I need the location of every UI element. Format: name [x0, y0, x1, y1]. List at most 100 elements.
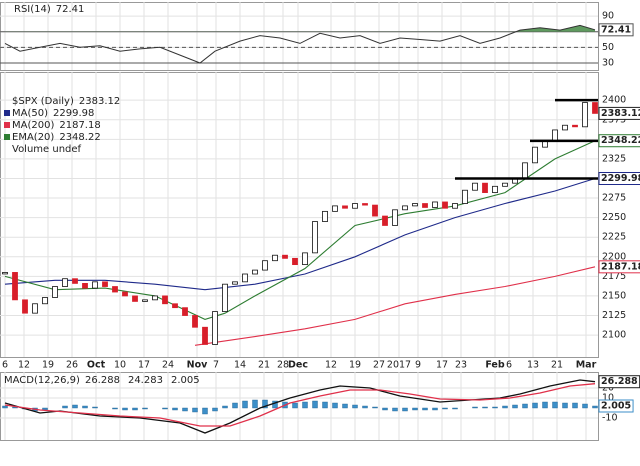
- candle: [122, 291, 128, 297]
- overlay-line: [194, 266, 596, 346]
- hist-last: 2.005: [601, 400, 631, 411]
- macd-histogram-bar: [432, 407, 438, 411]
- macd-histogram-bar: [372, 406, 378, 409]
- legend-name: $SPX (Daily): [12, 96, 74, 107]
- candle: [212, 311, 218, 345]
- candle: [372, 204, 378, 217]
- rsi-last: 72.41: [601, 24, 631, 35]
- x-tick-label: 21: [551, 360, 563, 371]
- x-tick-label: 21: [258, 360, 270, 371]
- candle: [342, 205, 348, 209]
- legend-name: EMA(20): [12, 132, 54, 143]
- legend-note: Volume undef: [12, 144, 82, 155]
- panel: [0, 372, 599, 441]
- macd-histogram-bar: [262, 399, 268, 409]
- candle: [352, 203, 358, 209]
- y-tick-label: 50: [602, 42, 614, 53]
- macd-histogram-bar: [232, 402, 238, 409]
- macd-histogram-bar: [302, 401, 308, 409]
- macd-histogram-bar: [72, 404, 78, 409]
- macd-line: [4, 383, 596, 427]
- macd-histogram-bar: [452, 407, 458, 410]
- x-tick-label: 23: [455, 360, 467, 371]
- x-tick-label: 14: [234, 360, 246, 371]
- candle: [392, 209, 398, 226]
- x-tick-label: 27: [373, 360, 385, 371]
- x-tick-label: 2017: [387, 360, 411, 371]
- candle: [252, 269, 258, 275]
- y-tick-label: 2125: [602, 310, 626, 321]
- legend-swatch: [4, 134, 10, 140]
- macd-title: MACD(12,26,9): [4, 375, 80, 386]
- macd-histogram-bar: [162, 407, 168, 410]
- x-tick-label: 19: [42, 360, 54, 371]
- legend-value: 2348.22: [59, 132, 100, 143]
- x-tick-label: Dec: [288, 360, 308, 371]
- macd-histogram-bar: [132, 407, 138, 411]
- candle: [532, 146, 538, 164]
- candle: [362, 203, 368, 206]
- macd-histogram-bar: [252, 399, 258, 409]
- candle: [382, 215, 388, 226]
- candle: [142, 299, 148, 302]
- candle: [452, 203, 458, 209]
- price-last-box: [598, 106, 640, 120]
- candle: [572, 124, 578, 128]
- candle: [52, 286, 58, 298]
- candle: [492, 185, 498, 193]
- candle: [192, 315, 198, 328]
- legend-value: 72.41: [56, 4, 85, 15]
- rsi-overbought-fill: [5, 25, 595, 32]
- x-tick-label: 28: [277, 360, 289, 371]
- y-tick-label: -10: [602, 413, 618, 424]
- macd-histogram-bar: [2, 405, 8, 409]
- overlay-last: 2299.98: [601, 173, 640, 184]
- y-tick-label: 2325: [602, 153, 626, 164]
- macd-histogram-bar: [62, 405, 68, 409]
- macd-histogram-bar: [242, 400, 248, 409]
- y-tick-label: 2400: [602, 95, 626, 106]
- overlay-last: 2187.18: [601, 261, 640, 272]
- candle: [102, 281, 108, 287]
- x-tick-label: 12: [325, 360, 337, 371]
- macd-line: [4, 379, 596, 434]
- panel: [0, 2, 599, 71]
- candle: [552, 129, 558, 142]
- x-tick-label: 26: [66, 360, 78, 371]
- legend-name: MA(50): [12, 108, 48, 119]
- x-tick-label: Feb: [485, 360, 505, 371]
- legend-name: MA(200): [12, 120, 54, 131]
- candle: [202, 326, 208, 345]
- legend-name: RSI(14): [14, 4, 51, 15]
- y-tick-label: 2250: [602, 212, 626, 223]
- macd-histogram-bar: [502, 405, 508, 409]
- candle: [12, 272, 18, 301]
- y-tick-label: 10: [602, 393, 614, 404]
- candle: [92, 281, 98, 289]
- macd-histogram-bar: [342, 403, 348, 409]
- macd-histogram-bar: [472, 406, 478, 409]
- macd-histogram-bar: [562, 402, 568, 409]
- legend-value: 2.005: [171, 375, 200, 386]
- macd-histogram-bar: [352, 404, 358, 409]
- candle: [322, 210, 328, 222]
- macd-histogram-bar: [522, 403, 528, 409]
- legend-value: 24.283: [128, 375, 163, 386]
- x-tick-label: 24: [162, 360, 174, 371]
- macd-histogram-bar: [542, 401, 548, 409]
- legend-value: 2187.18: [59, 120, 100, 131]
- x-tick-label: Nov: [187, 360, 208, 371]
- candle: [312, 221, 318, 254]
- macd-histogram-bar: [422, 407, 428, 411]
- candle: [412, 203, 418, 207]
- overlay-last-box: [598, 260, 640, 274]
- candle: [172, 303, 178, 309]
- x-tick-label: 6: [506, 360, 512, 371]
- candle: [332, 205, 338, 212]
- candle: [132, 295, 138, 302]
- macd-histogram-bar: [362, 405, 368, 409]
- y-tick-label: 30: [602, 57, 614, 68]
- macd-histogram-bar: [192, 407, 198, 413]
- x-tick-label: 9: [415, 360, 421, 371]
- y-tick-label: 2275: [602, 193, 626, 204]
